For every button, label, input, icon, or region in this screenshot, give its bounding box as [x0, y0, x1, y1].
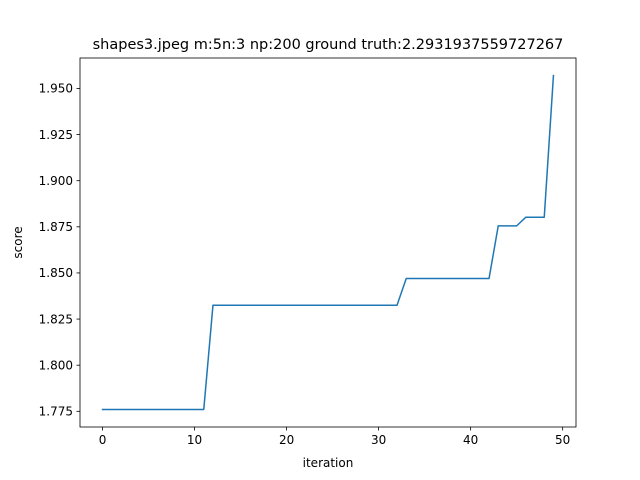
y-tick-label: 1.775 [39, 405, 73, 419]
y-axis-label: score [11, 226, 25, 258]
y-tick-label: 1.950 [39, 82, 73, 96]
x-axis: 0 10 20 30 40 50 [99, 427, 570, 447]
x-tick-label: 40 [463, 433, 478, 447]
y-tick-label: 1.900 [39, 174, 73, 188]
plot-frame [79, 57, 577, 428]
x-axis-label: iteration [303, 456, 354, 470]
y-axis: 1.775 1.800 1.825 1.850 1.875 1.900 1.925 1.950 [39, 82, 80, 419]
chart-title: shapes3.jpeg m:5n:3 np:200 ground truth:… [93, 37, 564, 53]
x-tick-label: 30 [371, 433, 386, 447]
y-tick-label: 1.850 [39, 266, 73, 280]
x-tick-label: 10 [187, 433, 202, 447]
y-tick-label: 1.800 [39, 358, 73, 372]
x-tick-label: 20 [279, 433, 294, 447]
y-tick-label: 1.925 [39, 128, 73, 142]
y-tick-label: 1.825 [39, 312, 73, 326]
x-tick-label: 0 [99, 433, 107, 447]
y-tick-label: 1.875 [39, 220, 73, 234]
x-tick-label: 50 [555, 433, 570, 447]
series-line [101, 74, 555, 411]
plot-area [101, 74, 555, 411]
